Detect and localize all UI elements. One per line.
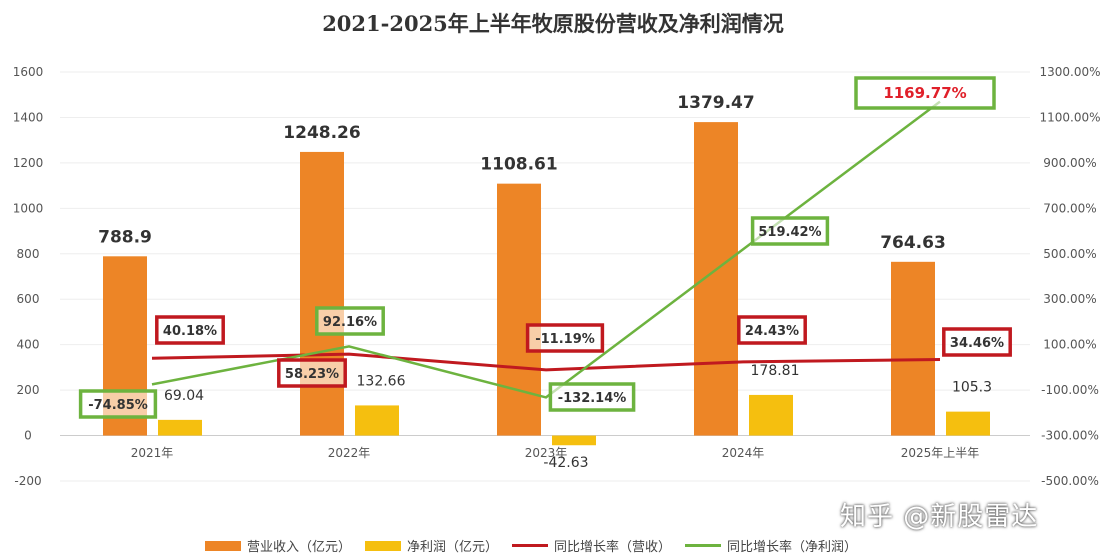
revenue-growth-label: 40.18% (163, 324, 217, 339)
revenue-growth-label-box (277, 358, 347, 388)
legend-profit: 净利润（亿元） (365, 536, 498, 555)
right-tick-label: 1300.00% (1039, 65, 1100, 79)
profit-data-label: 105.3 (952, 380, 992, 396)
revenue-bar (497, 183, 541, 436)
legend-label: 营业收入（亿元） (247, 540, 352, 555)
legend-revenue-growth: 同比增长率（营收） (512, 536, 671, 555)
revenue-data-label: 764.63 (880, 233, 946, 253)
left-tick-label: -200 (14, 474, 41, 488)
profit-growth-label-box (854, 76, 996, 110)
profit-growth-label-box (750, 216, 830, 246)
x-tick-label: 2022年 (328, 446, 371, 460)
left-tick-label: 800 (17, 247, 40, 261)
revenue-data-label: 1108.61 (480, 155, 557, 175)
profit-bar (946, 411, 990, 436)
legend-swatch (685, 544, 722, 547)
left-tick-label: 1200 (13, 156, 44, 170)
revenue-growth-line (151, 352, 941, 372)
profit-growth-label: -132.14% (558, 391, 627, 406)
profit-data-label: 178.81 (751, 363, 800, 379)
profit-growth-label: -74.85% (88, 398, 148, 413)
revenue-bar (891, 261, 935, 436)
right-tick-label: 1100.00% (1039, 110, 1100, 124)
profit-bar (552, 435, 596, 446)
profit-growth-label: 1169.77% (883, 84, 966, 102)
x-tick-label: 2024年 (722, 446, 765, 460)
chart-title: 2021-2025年上半年牧原股份营收及净利润情况 (322, 11, 784, 36)
legend-swatch (512, 544, 549, 547)
revenue-bar (694, 122, 738, 436)
revenue-growth-label: 58.23% (285, 367, 339, 382)
revenue-data-label: 1379.47 (677, 93, 754, 113)
profit-bar (355, 405, 399, 436)
left-tick-label: 1600 (13, 65, 44, 79)
revenue-growth-label: 34.46% (950, 336, 1004, 351)
revenue-growth-label-box (942, 327, 1012, 357)
profit-growth-label-box (78, 389, 158, 419)
legend-swatch (365, 540, 402, 551)
legend: 营业收入（亿元） 净利润（亿元） 同比增长率（营收） 同比增长率（净利润） (205, 536, 857, 555)
profit-data-label: -42.63 (543, 455, 588, 471)
left-tick-label: 200 (17, 383, 40, 397)
x-tick-label: 2025年上半年 (901, 446, 980, 460)
right-tick-label: 900.00% (1043, 156, 1096, 170)
revenue-growth-label: 24.43% (745, 324, 799, 339)
legend-swatch (205, 540, 241, 551)
right-tick-label: 500.00% (1043, 247, 1096, 261)
revenue-growth-label-box (737, 315, 807, 345)
legend-profit-growth: 同比增长率（净利润） (685, 536, 857, 555)
right-tick-label: 300.00% (1043, 292, 1096, 306)
revenue-bar (300, 151, 344, 436)
profit-growth-label: 519.42% (758, 225, 821, 240)
profit-growth-label-box (548, 382, 636, 412)
right-tick-label: -300.00% (1041, 429, 1099, 443)
legend-label: 同比增长率（净利润） (727, 540, 858, 555)
profit-bar (158, 419, 202, 436)
profit-bar (749, 394, 793, 436)
revenue-growth-label-box (155, 315, 225, 345)
x-tick-label: 2023年 (525, 446, 568, 460)
left-tick-label: 0 (24, 429, 32, 443)
legend-label: 净利润（亿元） (407, 540, 499, 555)
right-tick-label: -500.00% (1041, 474, 1099, 488)
revenue-growth-label: -11.19% (535, 332, 595, 347)
left-tick-label: 1400 (13, 110, 44, 124)
profit-growth-line (151, 100, 941, 399)
watermark: 知乎 @新股雷达 (840, 502, 1039, 532)
profit-data-label: 132.66 (357, 373, 406, 389)
revenue-data-label: 1248.26 (283, 123, 360, 143)
left-tick-label: 400 (17, 338, 40, 352)
x-tick-label: 2021年 (131, 446, 174, 460)
profit-data-label: 69.04 (164, 388, 204, 404)
right-tick-label: 100.00% (1043, 338, 1096, 352)
profit-growth-label: 92.16% (323, 315, 377, 330)
profit-growth-label-box (315, 306, 385, 336)
revenue-data-label: 788.9 (98, 227, 152, 247)
revenue-growth-label-box (525, 323, 605, 353)
right-tick-label: 700.00% (1043, 201, 1096, 215)
left-tick-label: 1000 (13, 201, 44, 215)
right-tick-label: -100.00% (1041, 383, 1099, 397)
legend-revenue: 营业收入（亿元） (205, 536, 351, 555)
legend-label: 同比增长率（营收） (554, 540, 672, 555)
left-tick-label: 600 (17, 292, 40, 306)
